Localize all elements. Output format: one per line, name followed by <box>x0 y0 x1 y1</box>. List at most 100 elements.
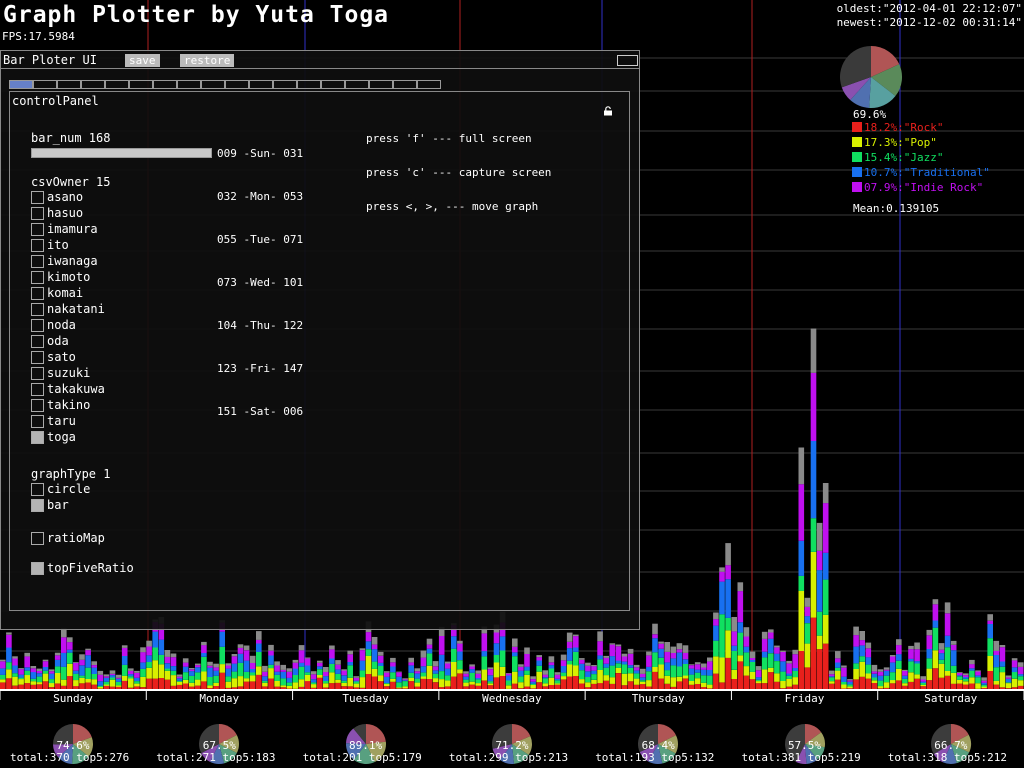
bar-segment <box>829 683 835 690</box>
bar-segment <box>993 680 1000 685</box>
bar-segment <box>109 679 116 687</box>
tab-10[interactable] <box>225 80 249 89</box>
bar-segment <box>1011 660 1018 668</box>
bar-segment <box>633 673 640 679</box>
tab-7[interactable] <box>153 80 177 89</box>
bar-segment <box>61 666 67 680</box>
tab-9[interactable] <box>201 80 225 89</box>
bar-segment <box>603 667 609 676</box>
bar-segment <box>749 658 756 660</box>
owner-checkbox[interactable] <box>31 351 44 364</box>
lock-icon[interactable] <box>603 106 613 116</box>
bar-segment <box>48 669 55 672</box>
pie-slice <box>73 737 93 757</box>
tab-1[interactable] <box>9 80 33 89</box>
bar-segment <box>256 631 262 640</box>
bar-segment <box>73 662 79 671</box>
bar-segment <box>182 662 189 667</box>
bar-segment <box>128 668 134 671</box>
bar-segment <box>981 686 987 689</box>
bar-segment <box>615 660 622 664</box>
owner-checkbox[interactable] <box>31 239 44 252</box>
tab-16[interactable] <box>369 80 393 89</box>
owner-checkbox[interactable] <box>31 303 44 316</box>
bar-ploter-ui-window[interactable]: Bar Ploter UI save restore controlPanel … <box>0 50 640 630</box>
bar-segment <box>54 655 61 660</box>
bar-num-slider[interactable] <box>31 148 212 158</box>
bar-segment <box>804 643 811 668</box>
owner-checkbox[interactable] <box>31 271 44 284</box>
bar-segment <box>493 632 500 644</box>
bar-segment <box>30 672 37 679</box>
bar-segment <box>627 653 634 666</box>
tab-15[interactable] <box>345 80 369 89</box>
bar-segment <box>128 687 134 690</box>
owner-checkbox[interactable] <box>31 191 44 204</box>
owner-checkbox[interactable] <box>31 399 44 412</box>
pie-slice <box>871 64 902 97</box>
window-minimize-button[interactable] <box>617 55 638 66</box>
tab-3[interactable] <box>57 80 81 89</box>
owner-checkbox[interactable] <box>31 207 44 220</box>
bar-segment <box>633 684 640 690</box>
bar-segment <box>140 652 146 663</box>
bar-segment <box>810 617 817 690</box>
bar-segment <box>798 590 805 651</box>
pie-slice <box>638 724 659 753</box>
bar-segment <box>603 655 609 658</box>
top-five-ratio-checkbox[interactable] <box>31 562 44 575</box>
bar-segment <box>926 649 933 659</box>
bar-segment <box>1011 658 1018 661</box>
owner-checkbox[interactable] <box>31 431 44 444</box>
tab-13[interactable] <box>297 80 321 89</box>
bar-segment <box>12 658 18 666</box>
restore-button[interactable]: restore <box>180 54 235 67</box>
bar-segment <box>451 662 457 677</box>
tab-17[interactable] <box>393 80 417 89</box>
tab-6[interactable] <box>129 80 153 89</box>
owner-checkbox[interactable] <box>31 367 44 380</box>
day-pie-chart <box>930 724 971 764</box>
owner-label: suzuki <box>47 366 91 380</box>
owner-checkbox[interactable] <box>31 223 44 236</box>
tab-14[interactable] <box>321 80 345 89</box>
owner-checkbox[interactable] <box>31 287 44 300</box>
owner-checkbox[interactable] <box>31 415 44 428</box>
save-button[interactable]: save <box>125 54 160 67</box>
bar-segment <box>6 669 12 679</box>
owner-checkbox[interactable] <box>31 335 44 348</box>
bar-segment <box>597 641 603 656</box>
bar-segment <box>908 681 914 690</box>
tab-8[interactable] <box>177 80 201 89</box>
bar-segment <box>280 664 286 670</box>
graph-type-checkbox[interactable] <box>31 499 44 512</box>
bar-segment <box>237 647 244 654</box>
day-totals: total:370 top5:276 <box>10 751 130 764</box>
bar-segment <box>262 671 268 677</box>
bar-segment <box>938 659 945 664</box>
owner-checkbox[interactable] <box>31 383 44 396</box>
bar-segment <box>755 679 762 682</box>
bar-segment <box>548 677 555 685</box>
bar-segment <box>115 681 122 686</box>
day-pie-chart <box>345 724 386 764</box>
bar-segment <box>609 643 616 645</box>
bar-segment <box>225 665 232 669</box>
tab-5[interactable] <box>105 80 129 89</box>
graph-type-checkbox[interactable] <box>31 483 44 496</box>
tab-11[interactable] <box>249 80 273 89</box>
owner-checkbox[interactable] <box>31 255 44 268</box>
tab-2[interactable] <box>33 80 57 89</box>
bar-segment <box>225 668 232 677</box>
tab-18[interactable] <box>417 80 441 89</box>
owner-checkbox[interactable] <box>31 319 44 332</box>
tab-4[interactable] <box>81 80 105 89</box>
bar-segment <box>18 684 24 690</box>
pie-slice <box>950 724 969 744</box>
bar-segment <box>24 670 30 676</box>
ratio-map-checkbox[interactable] <box>31 532 44 545</box>
bar-segment <box>938 649 945 654</box>
tab-12[interactable] <box>273 80 297 89</box>
bar-segment <box>487 667 494 669</box>
bar-segment <box>225 681 232 688</box>
